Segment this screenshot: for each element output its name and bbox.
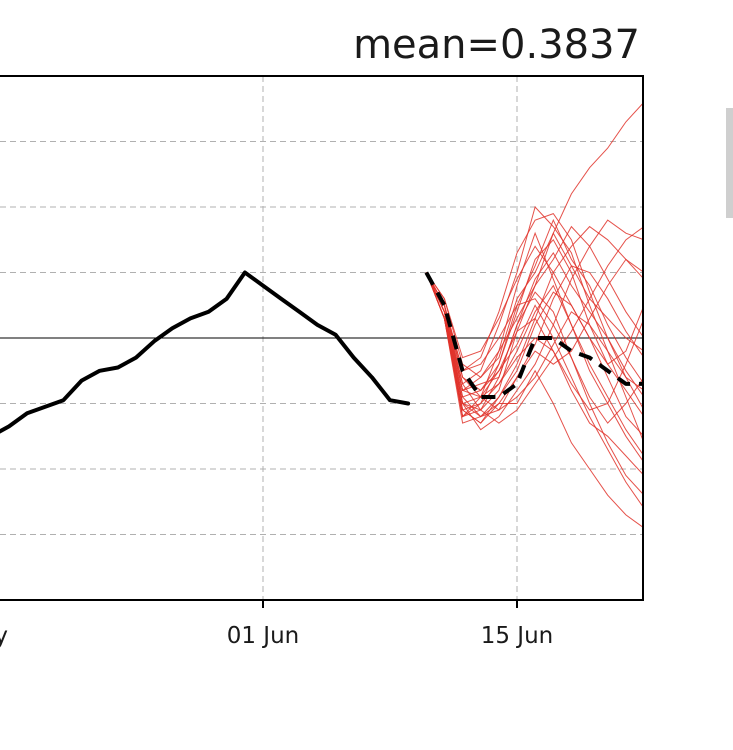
observed-line [0,270,411,434]
ensemble-member-line [425,258,643,424]
main-series [0,270,643,434]
ensemble-mean-line [424,271,643,399]
chart-title: mean=0.3837 [353,22,640,68]
x-axis-ticks: y 01 Jun 15 Jun [0,600,553,649]
ensemble-member-line [425,272,643,436]
ensemble-member-line [425,272,643,528]
x-tick-label: 15 Jun [481,623,554,649]
neighbor-panel-edge [726,108,733,218]
ensemble-member-line [425,272,643,456]
plot-frame [0,75,644,601]
ensemble-members [425,102,643,528]
x-tick-label: y [0,623,8,649]
ensemble-member-line [425,272,643,411]
ensemble-member-line [425,272,643,418]
ensemble-member-line [425,226,643,424]
x-tick-label: 01 Jun [227,623,300,649]
ensemble-member-line [425,245,643,417]
ensemble-member-line [425,218,643,418]
